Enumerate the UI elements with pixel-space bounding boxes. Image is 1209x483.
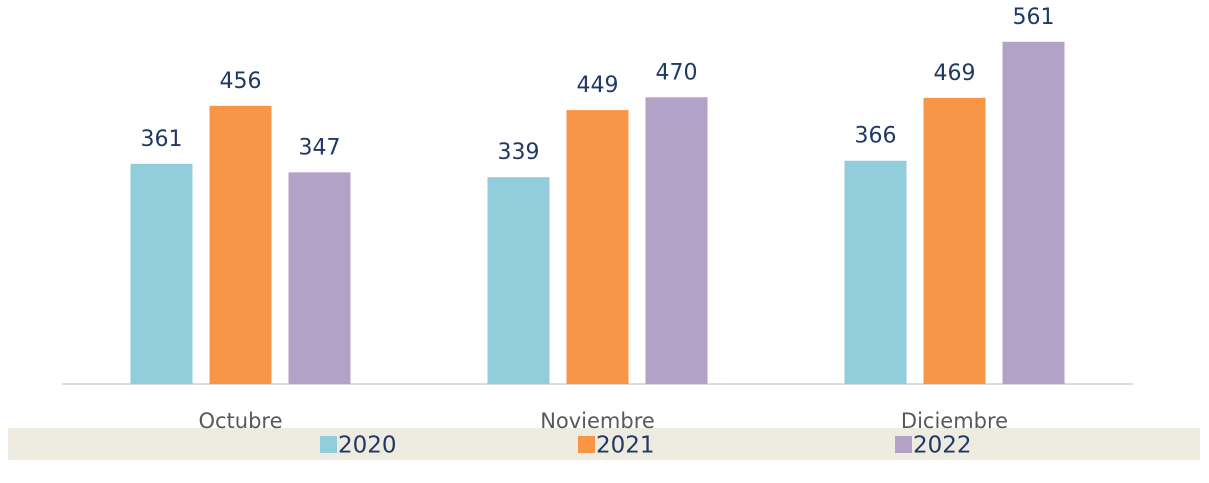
x-tick-label: Noviembre — [540, 409, 655, 433]
legend-label: 2021 — [596, 433, 655, 459]
bar — [130, 163, 193, 384]
bar — [487, 177, 550, 384]
data-label: 361 — [141, 127, 183, 152]
data-label: 449 — [577, 73, 619, 98]
legend-swatch — [895, 436, 912, 453]
data-label: 456 — [220, 69, 262, 94]
legend-label: 2022 — [913, 433, 972, 459]
bar — [844, 160, 907, 384]
legend-label: 2020 — [338, 433, 397, 459]
data-label: 339 — [498, 140, 540, 165]
data-label: 347 — [299, 135, 341, 160]
legend-swatch — [320, 436, 337, 453]
legend-background — [8, 428, 1200, 460]
bar — [645, 97, 708, 385]
bar — [1002, 41, 1065, 384]
x-tick-label: Octubre — [198, 409, 282, 433]
x-tick-label: Diciembre — [901, 409, 1008, 433]
data-label: 561 — [1013, 5, 1055, 30]
data-label: 470 — [656, 60, 698, 85]
bar — [209, 105, 272, 384]
bar — [566, 110, 629, 385]
bar — [288, 172, 351, 384]
legend-swatch — [578, 436, 595, 453]
bar — [923, 97, 986, 384]
data-label: 366 — [855, 124, 897, 149]
data-label: 469 — [934, 61, 976, 86]
